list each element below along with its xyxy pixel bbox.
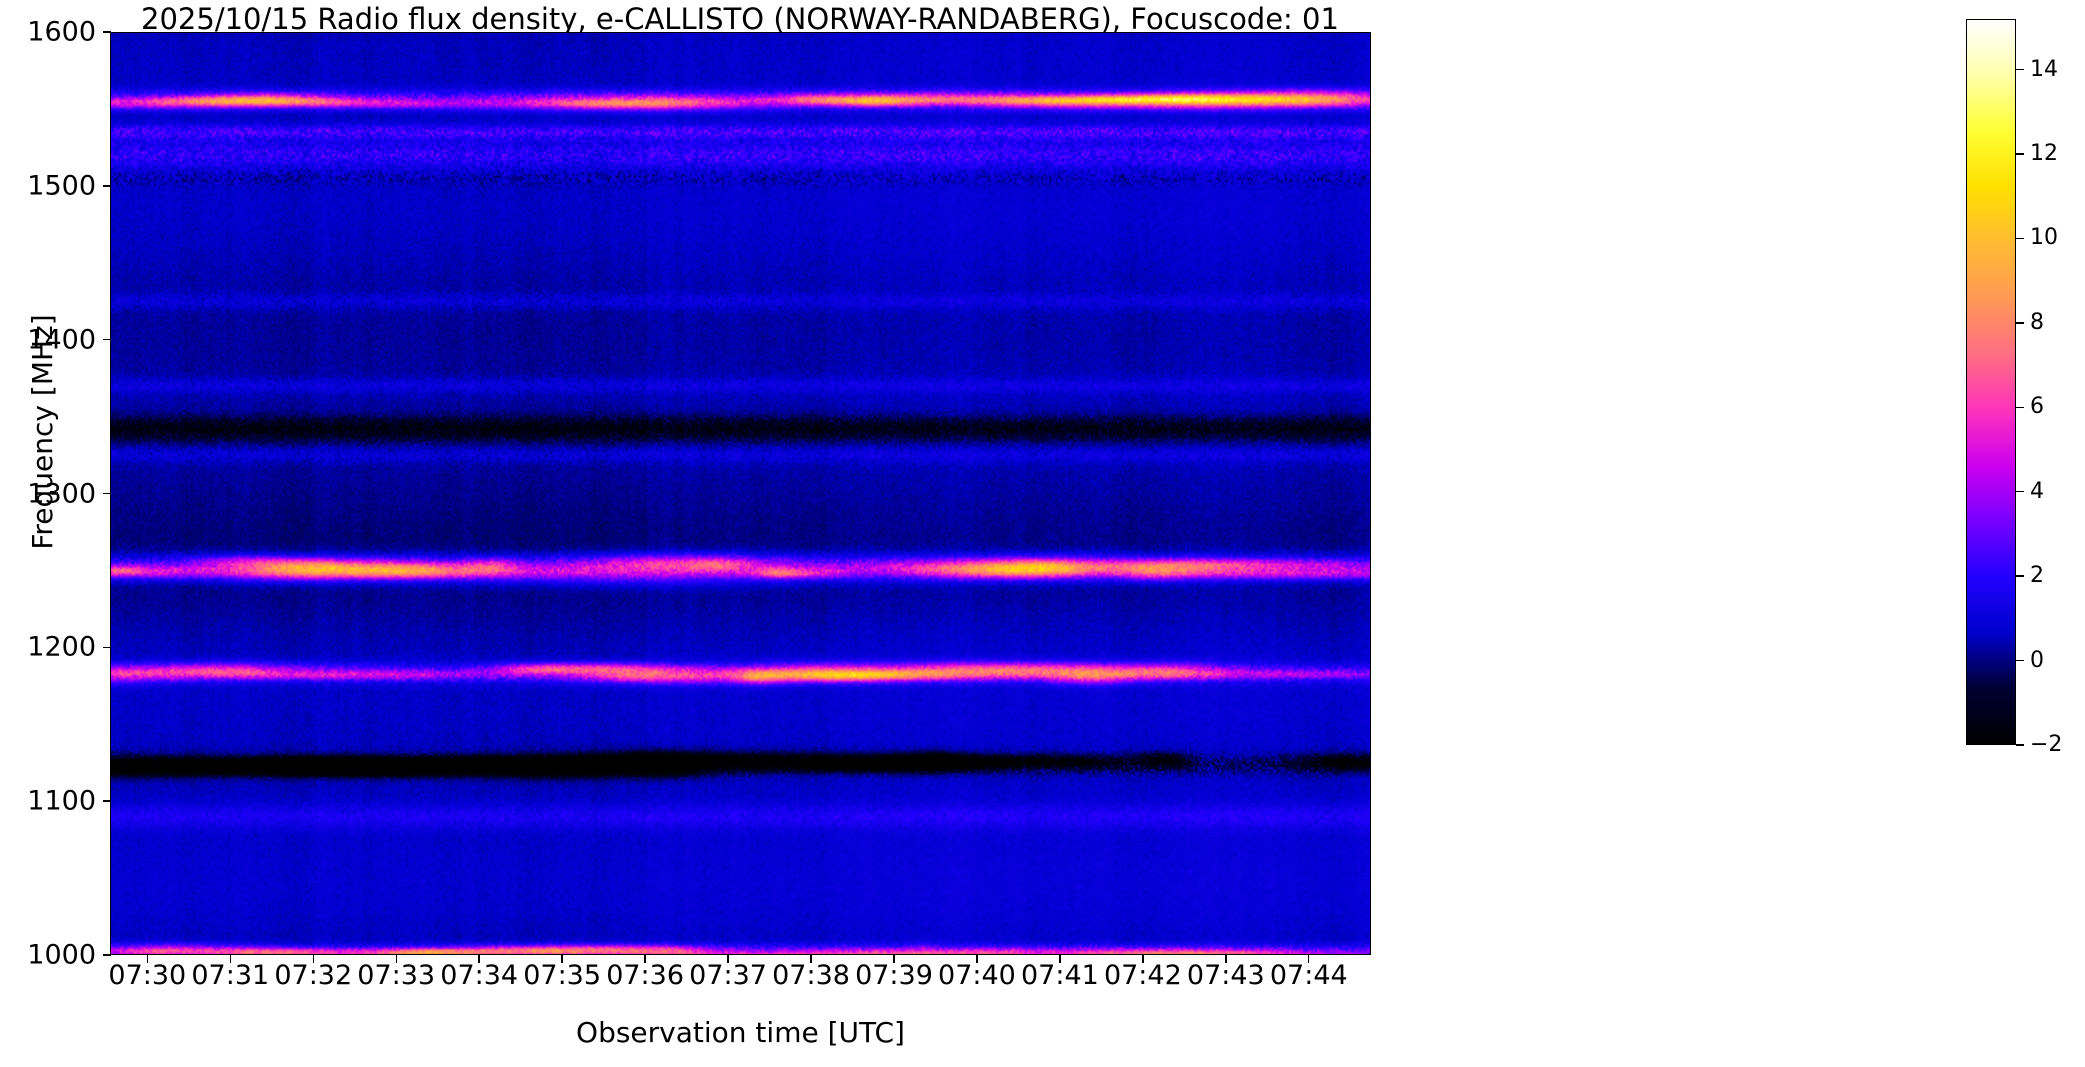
- x-axis-tick-label: 07:36: [606, 960, 684, 991]
- x-axis-tick-mark: [561, 955, 563, 963]
- x-axis-tick-mark: [893, 955, 895, 963]
- y-axis-tick-mark: [103, 800, 111, 802]
- y-axis-tick-label: 1000: [27, 939, 96, 971]
- page-title: 2025/10/15 Radio flux density, e-CALLIST…: [141, 2, 1339, 36]
- colorbar-tick-label: 4: [2030, 478, 2044, 504]
- x-axis-tick-label: 07:39: [855, 960, 933, 991]
- y-axis-tick-label: 1500: [27, 170, 96, 202]
- x-axis-tick-mark: [810, 955, 812, 963]
- x-axis-tick-mark: [146, 955, 149, 963]
- colorbar-tick-mark: [2016, 659, 2024, 662]
- x-axis-tick-label: 07:34: [440, 960, 519, 991]
- spectrogram-image: [110, 32, 1371, 955]
- x-axis-tick-mark: [976, 955, 978, 963]
- colorbar-tick-mark: [2016, 491, 2024, 493]
- colorbar-tick-label: 2: [2030, 563, 2044, 589]
- y-axis-tick-label: 1300: [27, 478, 96, 509]
- x-axis-tick-mark: [1142, 955, 1144, 963]
- x-axis-tick-mark: [395, 955, 397, 963]
- x-axis-tick-label: 07:38: [772, 960, 850, 991]
- colorbar-tick-label: −2: [2030, 732, 2063, 757]
- x-axis-tick-label: 07:42: [1103, 960, 1182, 991]
- y-axis-tick-mark: [103, 646, 111, 649]
- colorbar-tick-mark: [2016, 406, 2024, 409]
- x-axis-tick-label: 07:37: [689, 960, 767, 991]
- x-axis-tick-label: 07:44: [1269, 960, 1348, 991]
- y-axis-tick-label: 1400: [27, 324, 96, 356]
- y-axis-tick-mark: [103, 31, 111, 33]
- y-axis-tick-label: 1100: [27, 785, 96, 817]
- x-axis-tick-mark: [644, 955, 646, 963]
- x-axis-tick-label: 07:31: [191, 960, 270, 991]
- colorbar-tick-mark: [2016, 68, 2024, 71]
- y-axis-tick-mark: [103, 954, 111, 956]
- x-axis-tick-label: 07:32: [274, 960, 353, 991]
- colorbar[interactable]: [1966, 19, 2016, 745]
- x-axis-tick-label: 07:43: [1186, 960, 1265, 991]
- colorbar-tick-mark: [2016, 575, 2024, 577]
- x-axis-tick-mark: [1059, 955, 1061, 963]
- x-axis-tick-mark: [1308, 955, 1310, 963]
- x-axis-tick-label: 07:35: [523, 960, 602, 991]
- y-axis-tick-label: 1600: [27, 16, 96, 48]
- y-axis-tick-mark: [103, 338, 111, 341]
- colorbar-tick-label: 6: [2030, 394, 2044, 420]
- colorbar-tick-mark: [2016, 744, 2024, 746]
- colorbar-tick-label: 12: [2030, 141, 2058, 167]
- colorbar-tick-mark: [2016, 153, 2024, 155]
- colorbar-gradient: [1967, 20, 2015, 744]
- x-axis-tick-label: 07:40: [938, 960, 1016, 991]
- colorbar-tick-mark: [2016, 322, 2024, 324]
- x-axis-tick-label: 07:30: [108, 960, 187, 991]
- y-axis: Frequency [MHz] 1600 1500 1400 1300 1200 1100…: [0, 0, 110, 1067]
- y-axis-tick-mark: [103, 185, 111, 187]
- x-axis-tick-mark: [727, 955, 729, 963]
- colorbar-tick-label: 10: [2030, 225, 2058, 251]
- x-axis-tick-mark: [312, 955, 314, 963]
- colorbar-tick-label: 14: [2030, 56, 2058, 82]
- x-axis-tick-mark: [478, 955, 480, 963]
- y-axis-tick-label: 1200: [27, 631, 96, 663]
- colorbar-tick-label: 0: [2030, 647, 2044, 673]
- y-axis-title: Frequency [MHz]: [26, 314, 59, 550]
- colorbar-tick-mark: [2016, 237, 2024, 240]
- x-axis-tick-label: 07:33: [357, 960, 436, 991]
- x-axis-title: Observation time [UTC]: [576, 1016, 905, 1049]
- colorbar-tick-label: 8: [2030, 309, 2044, 335]
- spectrogram-plot[interactable]: [110, 32, 1371, 955]
- y-axis-tick-mark: [103, 492, 111, 495]
- x-axis-tick-mark: [1225, 955, 1227, 963]
- x-axis-tick-label: 07:41: [1020, 960, 1099, 991]
- x-axis-tick-mark: [229, 955, 231, 963]
